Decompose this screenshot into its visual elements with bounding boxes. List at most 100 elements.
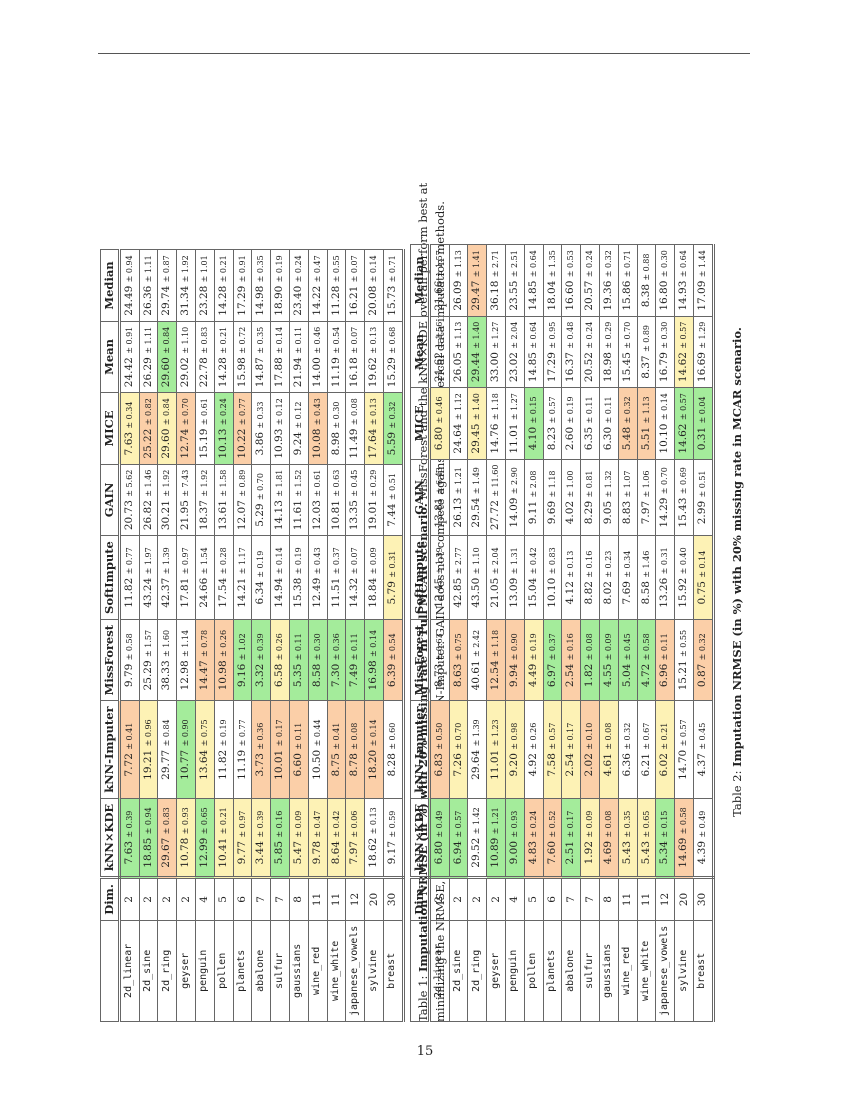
- nrmse-cell: 4.83 ± 0.24: [524, 798, 544, 878]
- nrmse-cell: 29.45 ± 1.40: [467, 387, 487, 460]
- nrmse-cell: 7.49 ± 0.11: [345, 619, 365, 701]
- dimension-value: 11: [637, 877, 656, 921]
- nrmse-cell: 16.69 ± 1.29: [693, 316, 714, 388]
- nrmse-cell: 7.97 ± 0.06: [345, 798, 365, 878]
- table-row: abalone 7 2.51 ± 0.17 2.54 ± 0.17 2.54 ± 0.1…: [561, 244, 581, 1022]
- nrmse-cell: 14.85 ± 0.64: [524, 244, 544, 317]
- nrmse-cell: 7.69 ± 0.34: [618, 535, 638, 620]
- dataset-name: 2d_linear: [119, 920, 140, 1022]
- column-header: kNN-Imputer: [410, 700, 430, 799]
- nrmse-cell: 29.74 ± 0.87: [157, 249, 177, 322]
- nrmse-cell: 10.81 ± 0.63: [327, 464, 346, 536]
- nrmse-cell: 4.92 ± 0.26: [524, 700, 544, 799]
- table-row: 2d_sine 2 18.85 ± 0.94 19.21 ± 0.96 25.29 ± …: [139, 249, 158, 1022]
- dataset-name: 2d_sine: [449, 920, 468, 1022]
- nrmse-cell: 22.78 ± 0.83: [195, 321, 215, 393]
- table-row: sylvine 20 18.62 ± 0.13 18.20 ± 0.14 16.98 ±…: [364, 249, 384, 1022]
- column-header: kNN×KDE: [100, 798, 120, 878]
- nrmse-cell: 11.49 ± 0.08: [345, 392, 365, 465]
- nrmse-cell: 10.08 ± 0.43: [308, 392, 328, 465]
- nrmse-cell: 10.78 ± 0.93: [176, 798, 196, 878]
- nrmse-cell: 8.23 ± 0.57: [543, 387, 562, 460]
- nrmse-cell: 9.69 ± 1.18: [543, 459, 562, 536]
- column-header: MICE: [410, 387, 430, 460]
- column-header: MissForest: [100, 619, 120, 701]
- nrmse-cell: 8.29 ± 0.81: [580, 459, 600, 536]
- table-2-caption: Table 2: Imputation NRMSE (in %) with 20…: [729, 122, 746, 1022]
- nrmse-cell: 8.73 ± 0.63: [429, 619, 450, 701]
- dimension-value: 7: [580, 877, 600, 921]
- nrmse-cell: 13.09 ± 1.31: [505, 535, 525, 620]
- table-row: wine_white 11 8.64 ± 0.42 8.75 ± 0.41 7.30 ±…: [327, 249, 346, 1022]
- table-row: sylvine 20 14.69 ± 0.58 14.70 ± 0.57 15.21 ±…: [674, 244, 694, 1022]
- dimension-value: 11: [327, 877, 346, 921]
- nrmse-cell: 10.01 ± 0.17: [270, 700, 290, 799]
- nrmse-cell: 6.34 ± 0.19: [251, 535, 271, 620]
- dimension-value: 2: [486, 877, 506, 921]
- nrmse-cell: 5.35 ± 0.11: [289, 619, 309, 701]
- table-row: 2d_linear 2 6.80 ± 0.49 6.83 ± 0.50 8.73 ± 0…: [429, 244, 450, 1022]
- table-row: 2d_linear 2 7.63 ± 0.39 7.72 ± 0.41 9.79 ± 0…: [119, 249, 140, 1022]
- nrmse-cell: 8.64 ± 0.42: [327, 798, 346, 878]
- nrmse-cell: 9.78 ± 0.47: [308, 798, 328, 878]
- nrmse-cell: 8.58 ± 1.46: [637, 535, 656, 620]
- nrmse-cell: 12.54 ± 1.18: [486, 619, 506, 701]
- dataset-name: planets: [543, 920, 562, 1022]
- nrmse-cell: 8.02 ± 0.23: [599, 535, 619, 620]
- dimension-value: 2: [429, 877, 450, 921]
- dataset-name: geyser: [486, 920, 506, 1022]
- dataset-name: sulfur: [270, 920, 290, 1022]
- nrmse-cell: 9.17 ± 0.59: [383, 798, 404, 878]
- nrmse-cell: 21.05 ± 2.04: [486, 535, 506, 620]
- page-number: 15: [416, 1044, 434, 1059]
- table-row: geyser 2 10.78 ± 0.93 10.77 ± 0.90 12.98 ± 1…: [176, 249, 196, 1022]
- nrmse-cell: 14.62 ± 0.57: [674, 387, 694, 460]
- nrmse-cell: 18.90 ± 0.19: [270, 249, 290, 322]
- nrmse-cell: 6.02 ± 0.21: [655, 700, 675, 799]
- nrmse-cell: 14.94 ± 0.14: [270, 535, 290, 620]
- dimension-value: 7: [270, 877, 290, 921]
- dataset-name: gaussians: [599, 920, 619, 1022]
- nrmse-cell: 2.54 ± 0.17: [561, 700, 581, 799]
- nrmse-cell: 12.98 ± 1.14: [176, 619, 196, 701]
- nrmse-cell: 5.29 ± 0.70: [251, 464, 271, 536]
- table-row: sulfur 7 1.92 ± 0.09 2.02 ± 0.10 1.82 ± 0.08…: [580, 244, 600, 1022]
- nrmse-cell: 8.37 ± 0.89: [637, 316, 656, 388]
- nrmse-cell: 10.89 ± 1.21: [486, 798, 506, 878]
- nrmse-cell: 2.51 ± 0.17: [561, 798, 581, 878]
- nrmse-cell: 21.94 ± 0.11: [289, 321, 309, 393]
- nrmse-cell: 3.44 ± 0.39: [251, 798, 271, 878]
- nrmse-cell: 26.09 ± 1.13: [449, 244, 468, 317]
- nrmse-cell: 15.29 ± 0.68: [383, 321, 404, 393]
- table-row: 2d_sine 2 6.94 ± 0.57 7.26 ± 0.70 8.63 ± 0.7…: [449, 244, 468, 1022]
- nrmse-cell: 14.69 ± 0.58: [674, 798, 694, 878]
- dimension-value: 12: [655, 877, 675, 921]
- table-1-block: Dim. kNN×KDE kNN-Imputer MissForest SoftImpu…: [100, 95, 449, 1025]
- nrmse-cell: 4.61 ± 0.08: [599, 700, 619, 799]
- table-row: penguin 4 9.00 ± 0.93 9.20 ± 0.98 9.94 ± 0.9…: [505, 244, 525, 1022]
- nrmse-cell: 12.45 ± 1.39: [429, 535, 450, 620]
- nrmse-cell: 29.47 ± 1.41: [467, 244, 487, 317]
- nrmse-cell: 21.66 ± 1.57: [429, 244, 450, 317]
- rotated-landscape-content: Dim. kNN×KDE kNN-Imputer MissForest SoftImpu…: [100, 95, 744, 1025]
- nrmse-cell: 18.85 ± 0.94: [139, 798, 158, 878]
- dimension-value: 7: [561, 877, 581, 921]
- nrmse-cell: 3.86 ± 0.33: [251, 392, 271, 465]
- nrmse-cell: 23.02 ± 2.04: [505, 316, 525, 388]
- nrmse-cell: 20.52 ± 0.24: [580, 316, 600, 388]
- nrmse-cell: 15.45 ± 0.70: [618, 316, 638, 388]
- nrmse-cell: 9.24 ± 0.12: [289, 392, 309, 465]
- nrmse-cell: 24.66 ± 1.54: [195, 535, 215, 620]
- nrmse-cell: 9.05 ± 1.32: [599, 459, 619, 536]
- nrmse-cell: 10.41 ± 0.21: [214, 798, 234, 878]
- dimension-value: 8: [599, 877, 619, 921]
- table-row: japanese_vowels 12 5.34 ± 0.15 6.02 ± 0.21 6…: [655, 244, 675, 1022]
- nrmse-cell: 10.10 ± 0.14: [655, 387, 675, 460]
- nrmse-cell: 12.74 ± 0.70: [176, 392, 196, 465]
- nrmse-cell: 7.72 ± 0.41: [119, 700, 140, 799]
- nrmse-cell: 6.58 ± 0.26: [270, 619, 290, 701]
- nrmse-cell: 5.47 ± 0.09: [289, 798, 309, 878]
- column-header: kNN×KDE: [410, 798, 430, 878]
- nrmse-cell: 20.57 ± 0.24: [580, 244, 600, 317]
- nrmse-cell: 2.99 ± 0.51: [693, 459, 714, 536]
